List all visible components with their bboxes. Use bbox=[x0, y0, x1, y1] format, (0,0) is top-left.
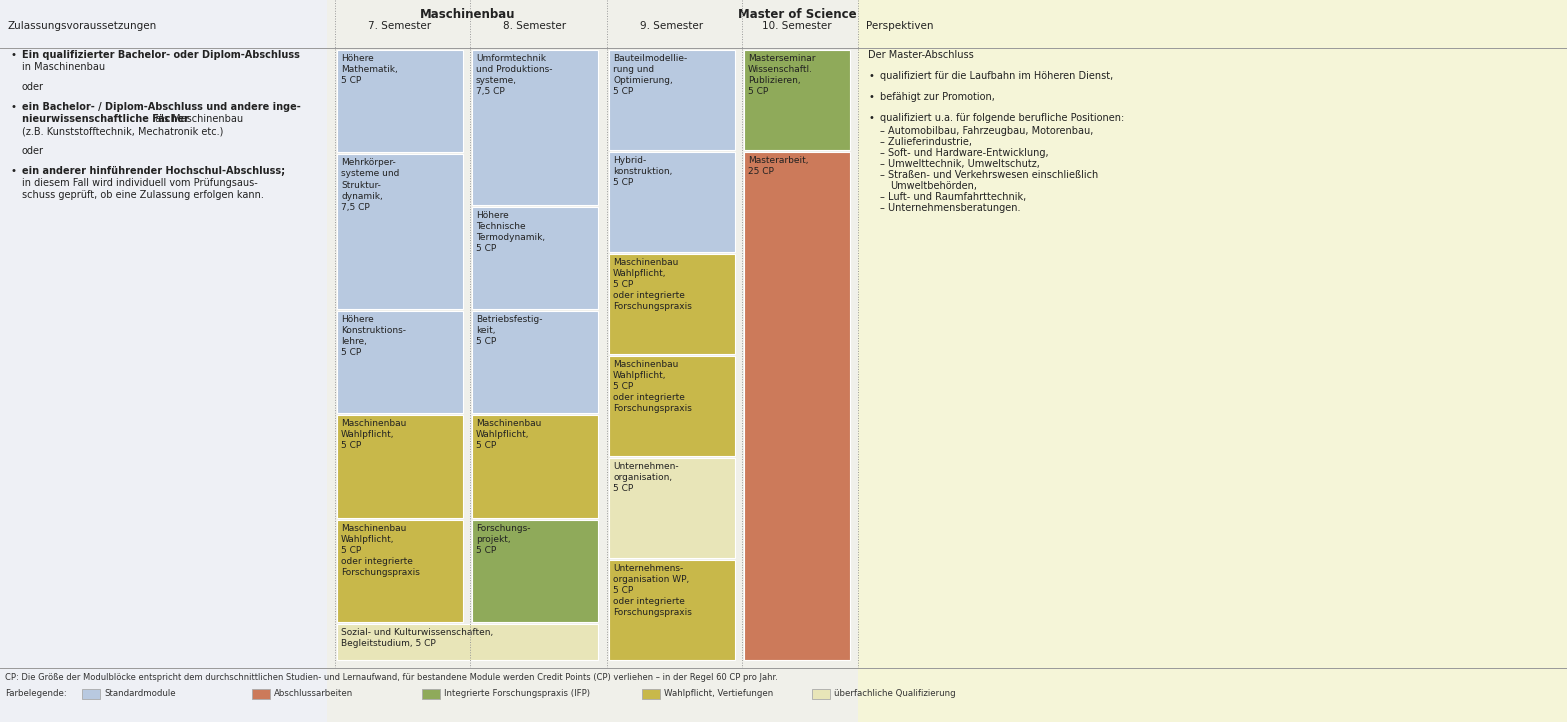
Bar bbox=[472, 415, 599, 518]
Text: Perspektiven: Perspektiven bbox=[867, 21, 934, 31]
Text: nieurwissenschaftliche Fächer: nieurwissenschaftliche Fächer bbox=[22, 114, 190, 124]
Text: Unternehmens-
organisation WP,
5 CP
oder integrierte
Forschungspraxis: Unternehmens- organisation WP, 5 CP oder… bbox=[613, 564, 693, 617]
Text: •: • bbox=[9, 166, 16, 176]
Bar bbox=[744, 152, 849, 660]
Bar bbox=[610, 50, 735, 150]
Text: ein Bachelor- / Diplom-Abschluss und andere inge-: ein Bachelor- / Diplom-Abschluss und and… bbox=[22, 102, 301, 112]
Text: – Straßen- und Verkehrswesen einschließlich: – Straßen- und Verkehrswesen einschließl… bbox=[881, 170, 1098, 180]
Text: – Soft- und Hardware-Entwicklung,: – Soft- und Hardware-Entwicklung, bbox=[881, 148, 1048, 158]
Bar bbox=[610, 356, 735, 456]
Bar bbox=[610, 152, 735, 252]
Bar bbox=[81, 689, 100, 699]
Text: qualifiziert für die Laufbahn im Höheren Dienst,: qualifiziert für die Laufbahn im Höheren… bbox=[881, 71, 1113, 81]
Text: überfachliche Qualifizierung: überfachliche Qualifizierung bbox=[834, 689, 956, 698]
Bar bbox=[337, 311, 462, 413]
Bar bbox=[472, 206, 599, 309]
Bar bbox=[812, 689, 831, 699]
Bar bbox=[642, 689, 660, 699]
Text: – Zulieferindustrie,: – Zulieferindustrie, bbox=[881, 137, 972, 147]
Text: Maschinenbau
Wahlpflicht,
5 CP
oder integrierte
Forschungspraxis: Maschinenbau Wahlpflicht, 5 CP oder inte… bbox=[613, 258, 693, 311]
Text: •: • bbox=[9, 102, 16, 112]
Text: Integrierte Forschungspraxis (IFP): Integrierte Forschungspraxis (IFP) bbox=[443, 689, 591, 698]
Text: oder: oder bbox=[22, 82, 44, 92]
Text: Höhere
Mathematik,
5 CP: Höhere Mathematik, 5 CP bbox=[342, 54, 398, 85]
Text: Unternehmen-
organisation,
5 CP: Unternehmen- organisation, 5 CP bbox=[613, 462, 679, 493]
Text: Betriebsfestig-
keit,
5 CP: Betriebsfestig- keit, 5 CP bbox=[476, 315, 542, 346]
Bar bbox=[472, 50, 599, 204]
Bar bbox=[337, 50, 462, 152]
Text: •: • bbox=[9, 50, 16, 60]
Bar bbox=[472, 311, 599, 413]
Text: schuss geprüft, ob eine Zulassung erfolgen kann.: schuss geprüft, ob eine Zulassung erfolg… bbox=[22, 190, 263, 200]
Text: •: • bbox=[868, 113, 874, 123]
Text: Maschinenbau
Wahlpflicht,
5 CP: Maschinenbau Wahlpflicht, 5 CP bbox=[476, 419, 541, 451]
Text: 7. Semester: 7. Semester bbox=[368, 21, 431, 31]
Bar bbox=[252, 689, 270, 699]
Text: Mehrkörper-
systeme und
Struktur-
dynamik,
7,5 CP: Mehrkörper- systeme und Struktur- dynami… bbox=[342, 158, 400, 212]
Text: oder: oder bbox=[22, 146, 44, 156]
Text: – Automobilbau, Fahrzeugbau, Motorenbau,: – Automobilbau, Fahrzeugbau, Motorenbau, bbox=[881, 126, 1094, 136]
Text: befähigt zur Promotion,: befähigt zur Promotion, bbox=[881, 92, 995, 102]
Text: Maschinenbau
Wahlpflicht,
5 CP
oder integrierte
Forschungspraxis: Maschinenbau Wahlpflicht, 5 CP oder inte… bbox=[342, 523, 420, 577]
Bar bbox=[472, 520, 599, 622]
Bar bbox=[610, 458, 735, 558]
Text: – Luft- und Raumfahrttechnik,: – Luft- und Raumfahrttechnik, bbox=[881, 192, 1026, 202]
Text: Wahlpflicht, Vertiefungen: Wahlpflicht, Vertiefungen bbox=[664, 689, 773, 698]
Text: Sozial- und Kulturwissenschaften,
Begleitstudium, 5 CP: Sozial- und Kulturwissenschaften, Beglei… bbox=[342, 628, 494, 648]
Text: Farbelegende:: Farbelegende: bbox=[5, 689, 67, 698]
Text: Abschlussarbeiten: Abschlussarbeiten bbox=[274, 689, 353, 698]
Text: Der Master-Abschluss: Der Master-Abschluss bbox=[868, 50, 973, 60]
Text: Forschungs-
projekt,
5 CP: Forschungs- projekt, 5 CP bbox=[476, 523, 531, 554]
Text: – Umwelttechnik, Umweltschutz,: – Umwelttechnik, Umweltschutz, bbox=[881, 159, 1040, 169]
Text: •: • bbox=[868, 92, 874, 102]
Text: •: • bbox=[868, 71, 874, 81]
Bar bbox=[422, 689, 440, 699]
Text: Maschinenbau
Wahlpflicht,
5 CP
oder integrierte
Forschungspraxis: Maschinenbau Wahlpflicht, 5 CP oder inte… bbox=[613, 360, 693, 414]
Text: CP: Die Größe der Modulblöcke entspricht dem durchschnittlichen Studien- und Ler: CP: Die Größe der Modulblöcke entspricht… bbox=[5, 673, 777, 682]
Text: (z.B. Kunststofftechnik, Mechatronik etc.): (z.B. Kunststofftechnik, Mechatronik etc… bbox=[22, 126, 224, 136]
Text: in diesem Fall wird individuell vom Prüfungsaus-: in diesem Fall wird individuell vom Prüf… bbox=[22, 178, 257, 188]
Text: in Maschinenbau: in Maschinenbau bbox=[22, 62, 105, 72]
Text: – Unternehmensberatungen.: – Unternehmensberatungen. bbox=[881, 203, 1020, 213]
Text: Hybrid-
konstruktion,
5 CP: Hybrid- konstruktion, 5 CP bbox=[613, 156, 672, 187]
Text: Höhere
Technische
Termodynamik,
5 CP: Höhere Technische Termodynamik, 5 CP bbox=[476, 211, 545, 253]
Bar bbox=[337, 624, 599, 660]
Bar bbox=[337, 155, 462, 309]
Text: 10. Semester: 10. Semester bbox=[762, 21, 832, 31]
Text: Standardmodule: Standardmodule bbox=[103, 689, 176, 698]
Text: als Maschinenbau: als Maschinenbau bbox=[152, 114, 243, 124]
Bar bbox=[610, 254, 735, 354]
Text: Umweltbehörden,: Umweltbehörden, bbox=[890, 181, 976, 191]
Text: Zulassungsvoraussetzungen: Zulassungsvoraussetzungen bbox=[8, 21, 157, 31]
Text: Maschinenbau: Maschinenbau bbox=[420, 8, 516, 21]
Text: 9. Semester: 9. Semester bbox=[641, 21, 704, 31]
Bar bbox=[859, 0, 1567, 722]
Text: 8. Semester: 8. Semester bbox=[503, 21, 567, 31]
Bar bbox=[337, 415, 462, 518]
Text: Höhere
Konstruktions-
lehre,
5 CP: Höhere Konstruktions- lehre, 5 CP bbox=[342, 315, 406, 357]
Bar bbox=[744, 50, 849, 150]
Bar bbox=[337, 520, 462, 622]
Text: Master of Science: Master of Science bbox=[738, 8, 856, 21]
Text: qualifiziert u.a. für folgende berufliche Positionen:: qualifiziert u.a. für folgende beruflich… bbox=[881, 113, 1124, 123]
Text: Masterseminar
Wissenschaftl.
Publizieren,
5 CP: Masterseminar Wissenschaftl. Publizieren… bbox=[747, 54, 815, 96]
Text: Masterarbeit,
25 CP: Masterarbeit, 25 CP bbox=[747, 156, 809, 176]
Text: ein anderer hinführender Hochschul-Abschluss;: ein anderer hinführender Hochschul-Absch… bbox=[22, 166, 285, 176]
Text: Bauteilmodellie-
rung und
Optimierung,
5 CP: Bauteilmodellie- rung und Optimierung, 5… bbox=[613, 54, 688, 96]
Text: Maschinenbau
Wahlpflicht,
5 CP: Maschinenbau Wahlpflicht, 5 CP bbox=[342, 419, 406, 451]
Text: Ein qualifizierter Bachelor- oder Diplom-Abschluss: Ein qualifizierter Bachelor- oder Diplom… bbox=[22, 50, 299, 60]
Text: Umformtechnik
und Produktions-
systeme,
7,5 CP: Umformtechnik und Produktions- systeme, … bbox=[476, 54, 553, 96]
Bar bbox=[0, 0, 328, 722]
Bar bbox=[610, 560, 735, 660]
